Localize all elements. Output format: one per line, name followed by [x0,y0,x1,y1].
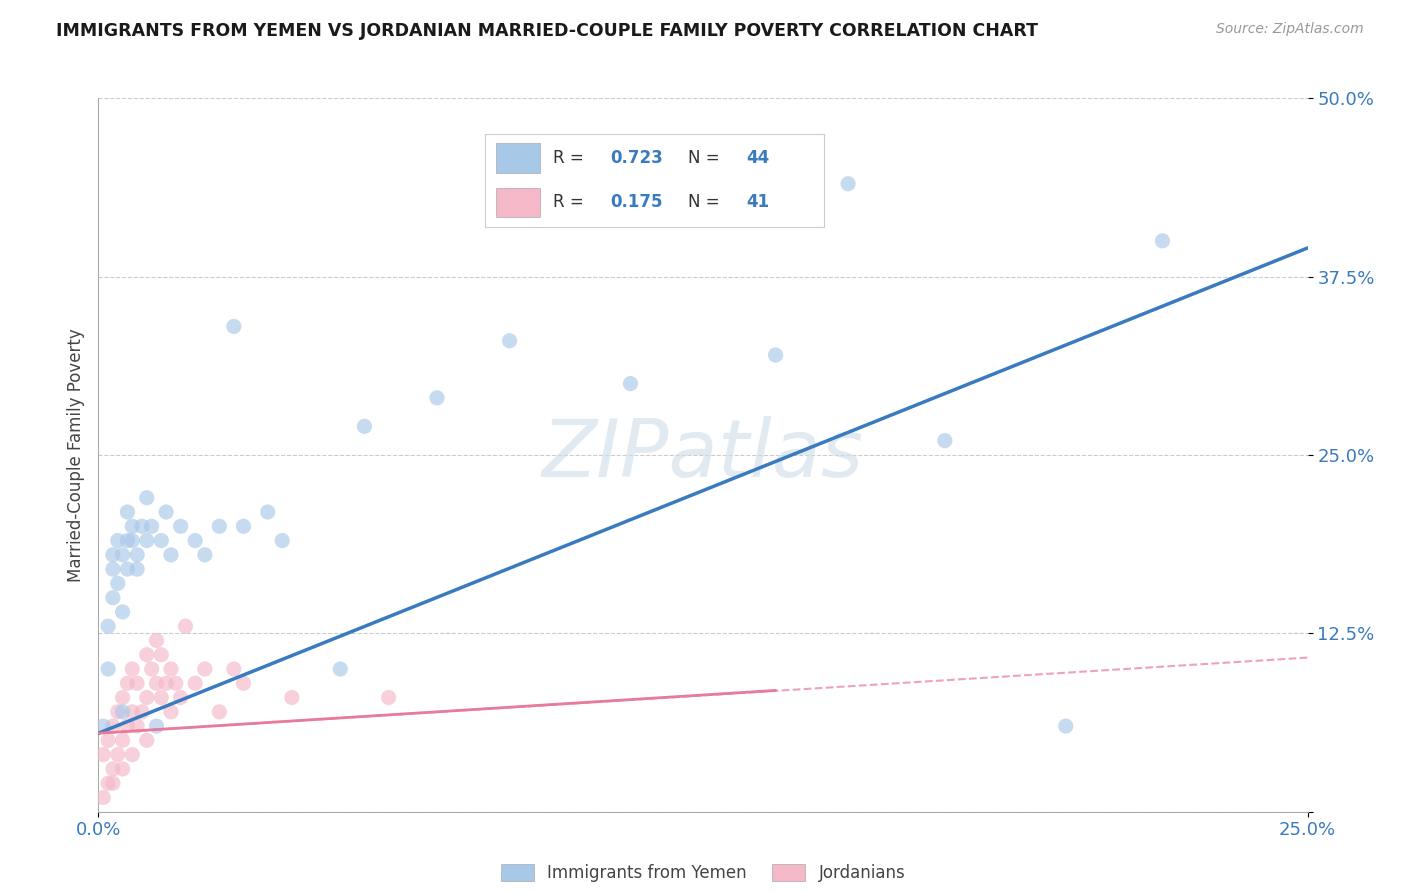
Point [160,548,183,562]
Point [271,533,294,548]
Legend: Immigrants from Yemen, Jordanians: Immigrants from Yemen, Jordanians [494,857,912,889]
Point [145,633,167,648]
Point [256,505,278,519]
Point [155,676,177,690]
Point [121,747,143,762]
Point [117,562,139,576]
Point [934,434,956,448]
Point [101,548,124,562]
Point [135,648,157,662]
Point [91,790,114,805]
Point [131,705,153,719]
Point [194,548,217,562]
Point [135,533,157,548]
Point [155,505,177,519]
Point [111,733,134,747]
Text: Source: ZipAtlas.com: Source: ZipAtlas.com [1216,22,1364,37]
Point [97,619,120,633]
Point [107,705,129,719]
Point [127,719,149,733]
Point [222,319,245,334]
Point [121,533,143,548]
Point [174,619,197,633]
Point [426,391,449,405]
Point [377,690,399,705]
Point [97,662,120,676]
Point [131,519,153,533]
Point [127,676,149,690]
Point [127,562,149,576]
Point [111,605,134,619]
Point [111,548,134,562]
Point [208,519,231,533]
Point [117,676,139,690]
Point [619,376,641,391]
Point [141,662,163,676]
Point [117,505,139,519]
Point [150,690,173,705]
Point [135,733,157,747]
Point [281,690,304,705]
Point [107,533,129,548]
Point [101,762,124,776]
Point [135,491,157,505]
Point [194,662,217,676]
Point [1152,234,1174,248]
Point [101,776,124,790]
Point [121,705,143,719]
Point [101,719,124,733]
Point [329,662,352,676]
Point [117,533,139,548]
Point [101,591,124,605]
Point [208,705,231,719]
Point [160,662,183,676]
Point [765,348,787,362]
Point [222,662,245,676]
Point [117,719,139,733]
Point [111,762,134,776]
Point [91,719,114,733]
Point [97,733,120,747]
Point [165,676,187,690]
Point [135,690,157,705]
Point [101,562,124,576]
Text: IMMIGRANTS FROM YEMEN VS JORDANIAN MARRIED-COUPLE FAMILY POVERTY CORRELATION CHA: IMMIGRANTS FROM YEMEN VS JORDANIAN MARRI… [56,22,1038,40]
Point [837,177,859,191]
Point [232,676,254,690]
Point [121,662,143,676]
Point [184,676,207,690]
Point [107,576,129,591]
Point [169,690,191,705]
Point [160,705,183,719]
Point [141,519,163,533]
Point [97,776,120,790]
Text: ZIPatlas: ZIPatlas [541,416,865,494]
Point [150,533,173,548]
Point [145,676,167,690]
Point [232,519,254,533]
Y-axis label: Married-Couple Family Poverty: Married-Couple Family Poverty [66,328,84,582]
Point [121,519,143,533]
Point [1054,719,1077,733]
Point [150,648,173,662]
Point [111,690,134,705]
Point [107,747,129,762]
Point [111,705,134,719]
Point [127,548,149,562]
Point [353,419,375,434]
Point [91,747,114,762]
Point [169,519,191,533]
Point [145,719,167,733]
Point [498,334,520,348]
Point [184,533,207,548]
